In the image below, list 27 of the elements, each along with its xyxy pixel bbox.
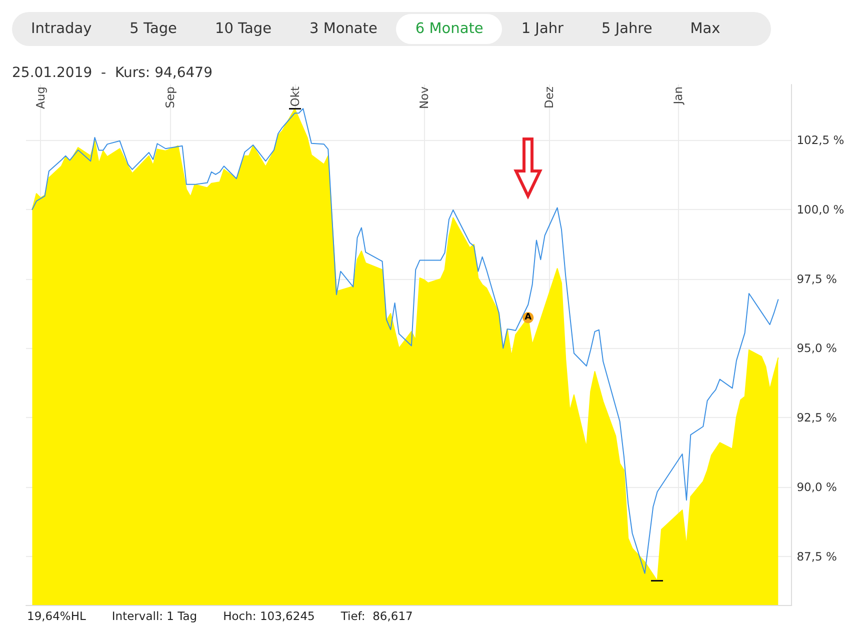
y-tick-label: 95,0 % [796, 341, 837, 356]
text: Hoch: 103,6245 [223, 609, 315, 623]
text: Intervall: 1 Tag [112, 609, 198, 623]
y-tick-label: 97,5 % [796, 272, 837, 286]
annotation: A [524, 312, 532, 323]
y-tick-label: 92,5 % [796, 410, 837, 425]
y-tick-label: 87,5 % [796, 549, 837, 564]
tab-label: 5 Tage [128, 20, 178, 39]
x-tick-label: Jan [671, 86, 686, 106]
text: Tief: 86,617 [340, 609, 413, 623]
tab-label: 3 Monate [308, 20, 378, 39]
y-tick-label: 90,0 % [796, 480, 837, 494]
text: 19,64%HL [27, 609, 86, 623]
x-tick-label: Dez [542, 86, 556, 108]
tab-label: Max [689, 20, 722, 39]
x-tick-label: Sep [162, 86, 177, 108]
tab-label: 10 Tage [214, 20, 273, 39]
y-tick-label: 102,5 % [796, 133, 844, 148]
x-tick-label: Okt [288, 86, 302, 107]
tab-label: 1 Jahr [520, 20, 564, 39]
y-tick-label: 100,0 % [796, 202, 844, 216]
x-tick-label: Aug [34, 86, 48, 109]
chart-title: 25.01.2019 - Kurs: 94,6479 [12, 65, 212, 81]
tab-label: 5 Jahre [600, 20, 654, 39]
x-tick-label: Nov [416, 86, 431, 109]
tab: 6 Monate [396, 14, 502, 44]
tab-label: Intraday [30, 20, 93, 39]
